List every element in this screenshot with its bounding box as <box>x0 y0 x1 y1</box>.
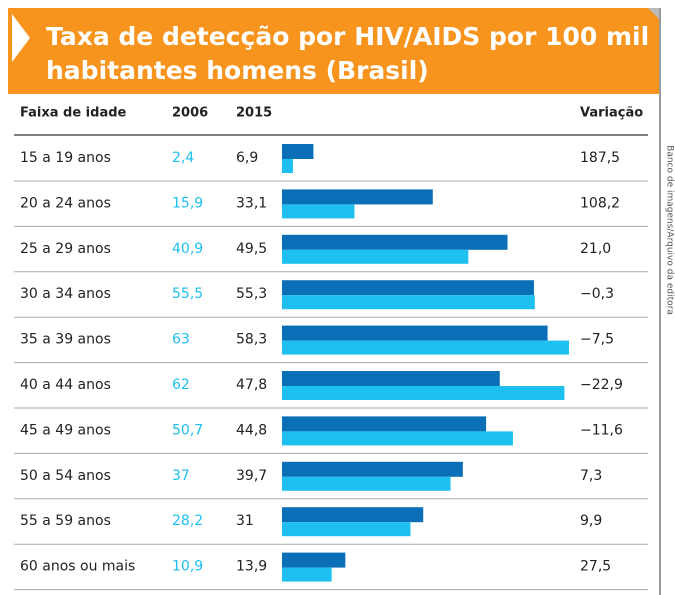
column-header: Variação <box>580 106 643 121</box>
value-label: 6,9 <box>236 150 258 166</box>
chart-title: habitantes homens (Brasil) <box>46 56 429 85</box>
value-label: 44,8 <box>236 422 267 438</box>
bar <box>282 416 487 432</box>
variation-label: −7,5 <box>580 332 614 348</box>
value-label: 15,9 <box>172 195 203 211</box>
category-label: 15 a 19 anos <box>20 150 111 166</box>
variation-label: 21,0 <box>580 241 611 257</box>
variation-label: −22,9 <box>580 377 623 393</box>
bar <box>282 567 332 582</box>
bar <box>282 507 424 523</box>
bar <box>282 159 293 173</box>
category-label: 40 a 44 anos <box>20 377 111 393</box>
category-label: 60 anos ou mais <box>20 559 135 575</box>
bar <box>282 340 569 355</box>
value-label: 55,5 <box>172 286 203 302</box>
bar <box>282 234 508 250</box>
bar <box>282 476 451 491</box>
category-label: 35 a 39 anos <box>20 332 111 348</box>
value-label: 13,9 <box>236 559 267 575</box>
category-label: 30 a 34 anos <box>20 286 111 302</box>
bar <box>282 431 513 446</box>
value-label: 55,3 <box>236 286 267 302</box>
title-arrow <box>12 14 30 62</box>
variation-label: 108,2 <box>580 195 620 211</box>
corner <box>648 8 660 20</box>
category-label: 45 a 49 anos <box>20 422 111 438</box>
variation-label: 187,5 <box>580 150 620 166</box>
column-header: 2006 <box>172 106 208 121</box>
variation-label: 7,3 <box>580 468 602 484</box>
value-label: 58,3 <box>236 332 267 348</box>
category-label: 55 a 59 anos <box>20 513 111 529</box>
chart-title: Taxa de detecção por HIV/AIDS por 100 mi… <box>46 22 649 51</box>
category-label: 20 a 24 anos <box>20 195 111 211</box>
bar <box>282 386 565 400</box>
bar <box>282 552 346 568</box>
column-header: 2015 <box>236 106 272 121</box>
category-label: 50 a 54 anos <box>20 468 111 484</box>
title-band <box>8 8 660 94</box>
value-label: 39,7 <box>236 468 267 484</box>
value-label: 50,7 <box>172 422 203 438</box>
bar <box>282 280 534 296</box>
bar <box>282 325 548 341</box>
value-label: 2,4 <box>172 150 194 166</box>
variation-label: 9,9 <box>580 513 602 529</box>
bar <box>282 249 469 264</box>
value-label: 31 <box>236 513 254 529</box>
bar <box>282 461 463 477</box>
value-label: 62 <box>172 377 190 393</box>
variation-label: −0,3 <box>580 286 614 302</box>
column-header: Faixa de idade <box>20 106 127 121</box>
bar <box>282 371 500 386</box>
value-label: 33,1 <box>236 195 267 211</box>
bar <box>282 189 433 205</box>
value-label: 63 <box>172 332 190 348</box>
value-label: 10,9 <box>172 559 203 575</box>
value-label: 40,9 <box>172 241 203 257</box>
value-label: 28,2 <box>172 513 203 529</box>
variation-label: −11,6 <box>580 422 623 438</box>
value-label: 37 <box>172 468 190 484</box>
bar <box>282 295 535 310</box>
value-label: 47,8 <box>236 377 267 393</box>
bar <box>282 144 314 159</box>
variation-label: 27,5 <box>580 559 611 575</box>
bar <box>282 204 355 219</box>
source-credit: Banco de imagens/Arquivo da editora <box>665 145 675 315</box>
value-label: 49,5 <box>236 241 267 257</box>
category-label: 25 a 29 anos <box>20 241 111 257</box>
bar <box>282 522 411 537</box>
